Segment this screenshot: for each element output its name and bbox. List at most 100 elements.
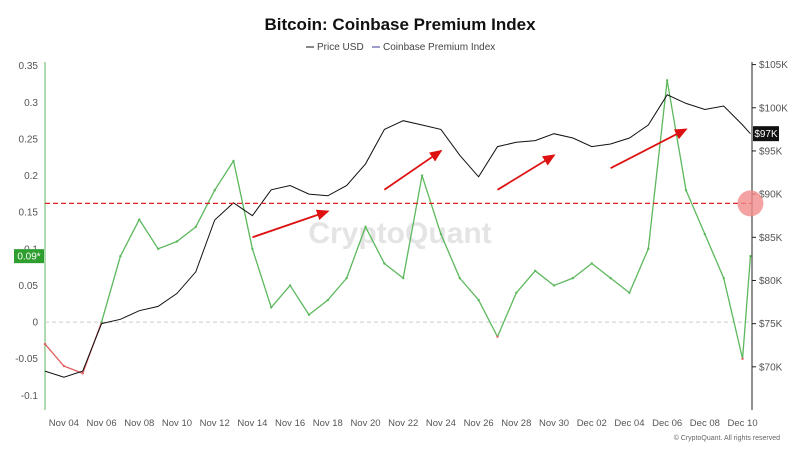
premium-segment [421,175,442,235]
premium-segment [666,80,687,191]
right-tick-label: $95K [759,146,783,157]
premium-point [552,284,556,287]
premium-point [251,247,254,251]
x-tick-label: Dec 06 [652,418,682,429]
premium-point [533,269,537,272]
x-tick-label: Nov 24 [426,418,456,429]
current-price-value: $97K [754,129,778,140]
x-tick-label: Dec 02 [577,418,607,429]
premium-segment [478,299,499,338]
premium-point [684,189,688,192]
premium-point [62,364,66,368]
premium-segment [232,160,254,249]
premium-point [496,335,499,338]
premium-segment [440,233,461,279]
current-premium-badge: 0.09* [14,249,44,264]
premium-segment [723,277,744,359]
premium-segment [459,277,480,301]
premium-segment [195,189,216,228]
premium-point [307,313,311,316]
premium-segment [647,80,668,249]
left-tick-label: 0.2 [24,171,38,182]
premium-point [609,276,612,280]
left-tick-label: 0.3 [24,98,38,109]
premium-segment [496,292,517,337]
premium-point [722,276,725,280]
x-tick-label: Nov 10 [162,418,192,429]
x-tick-label: Dec 10 [728,418,758,429]
trend-arrow [383,149,443,191]
premium-point [175,240,179,243]
x-tick-label: Dec 08 [690,418,720,429]
premium-point [213,189,216,192]
premium-point [458,276,461,280]
premium-segment [553,277,574,287]
x-tick-label: Nov 04 [49,418,79,429]
right-axis-ticks: $105K $100K $95K $90K $85K $80K $75K $70K [752,60,788,373]
premium-segment [176,226,197,243]
right-tick-label: $105K [759,60,788,71]
left-tick-label: -0.1 [21,391,39,402]
trend-arrow [497,154,556,191]
current-premium-value: 0.09* [17,252,40,263]
x-tick-label: Nov 06 [87,418,117,429]
x-tick-label: Nov 08 [124,418,154,429]
premium-point [326,298,329,302]
right-tick-label: $85K [759,233,783,244]
premium-segment [251,248,272,308]
right-tick-label: $90K [759,190,783,201]
right-tick-label: $75K [759,319,783,330]
right-tick-label: $70K [759,362,783,373]
premium-segment [327,277,348,301]
left-tick-label: 0.35 [19,61,39,72]
premium-segment [346,226,367,279]
premium-point [232,159,235,163]
left-tick-label: 0.05 [19,281,39,292]
chart-title: Bitcoin: Coinbase Premium Index [264,15,536,34]
premium-segment [119,219,140,257]
premium-segment [364,226,385,264]
left-tick-label: 0 [32,318,38,329]
x-tick-label: Dec 04 [614,418,644,429]
premium-point [383,262,386,265]
premium-point [288,284,292,287]
premium-segment [402,175,423,279]
x-tick-label: Nov 28 [501,418,531,429]
premium-point [270,306,273,309]
premium-segment [138,219,159,250]
premium-point [420,174,424,177]
premium-segment [685,189,706,235]
premium-segment [214,160,235,191]
x-tick-label: Nov 20 [350,418,380,429]
x-axis-ticks: Nov 04 Nov 06 Nov 08 Nov 10 Nov 12 Nov 14 Nov … [49,418,758,429]
x-tick-label: Nov 26 [464,418,494,429]
left-tick-label: 0.15 [19,208,39,219]
premium-point [439,232,443,236]
premium-segment [572,262,593,279]
legend-entry-price: Price USD [317,42,364,53]
premium-segment [157,240,178,250]
premium-point [647,247,650,251]
premium-segment [610,277,630,294]
premium-point [703,232,707,236]
premium-segment [289,285,310,316]
left-axis-ticks: 0.350.30.250.20.150.10.050-0.05-0.1 [15,61,38,402]
premium-segment [100,255,122,323]
trend-arrow [252,209,330,239]
premium-segment [270,285,291,308]
premium-point [749,254,752,258]
highlight-marker [737,190,764,217]
premium-point [138,218,141,221]
premium-point [364,225,367,229]
trend-arrows [252,128,688,239]
premium-point [43,342,47,346]
right-tick-label: $100K [759,103,788,114]
premium-point [194,225,198,229]
premium-point [119,254,122,258]
premium-point [156,247,160,251]
premium-segment [591,262,611,279]
premium-segment [44,343,65,367]
premium-point [665,79,669,82]
premium-point [402,276,405,280]
